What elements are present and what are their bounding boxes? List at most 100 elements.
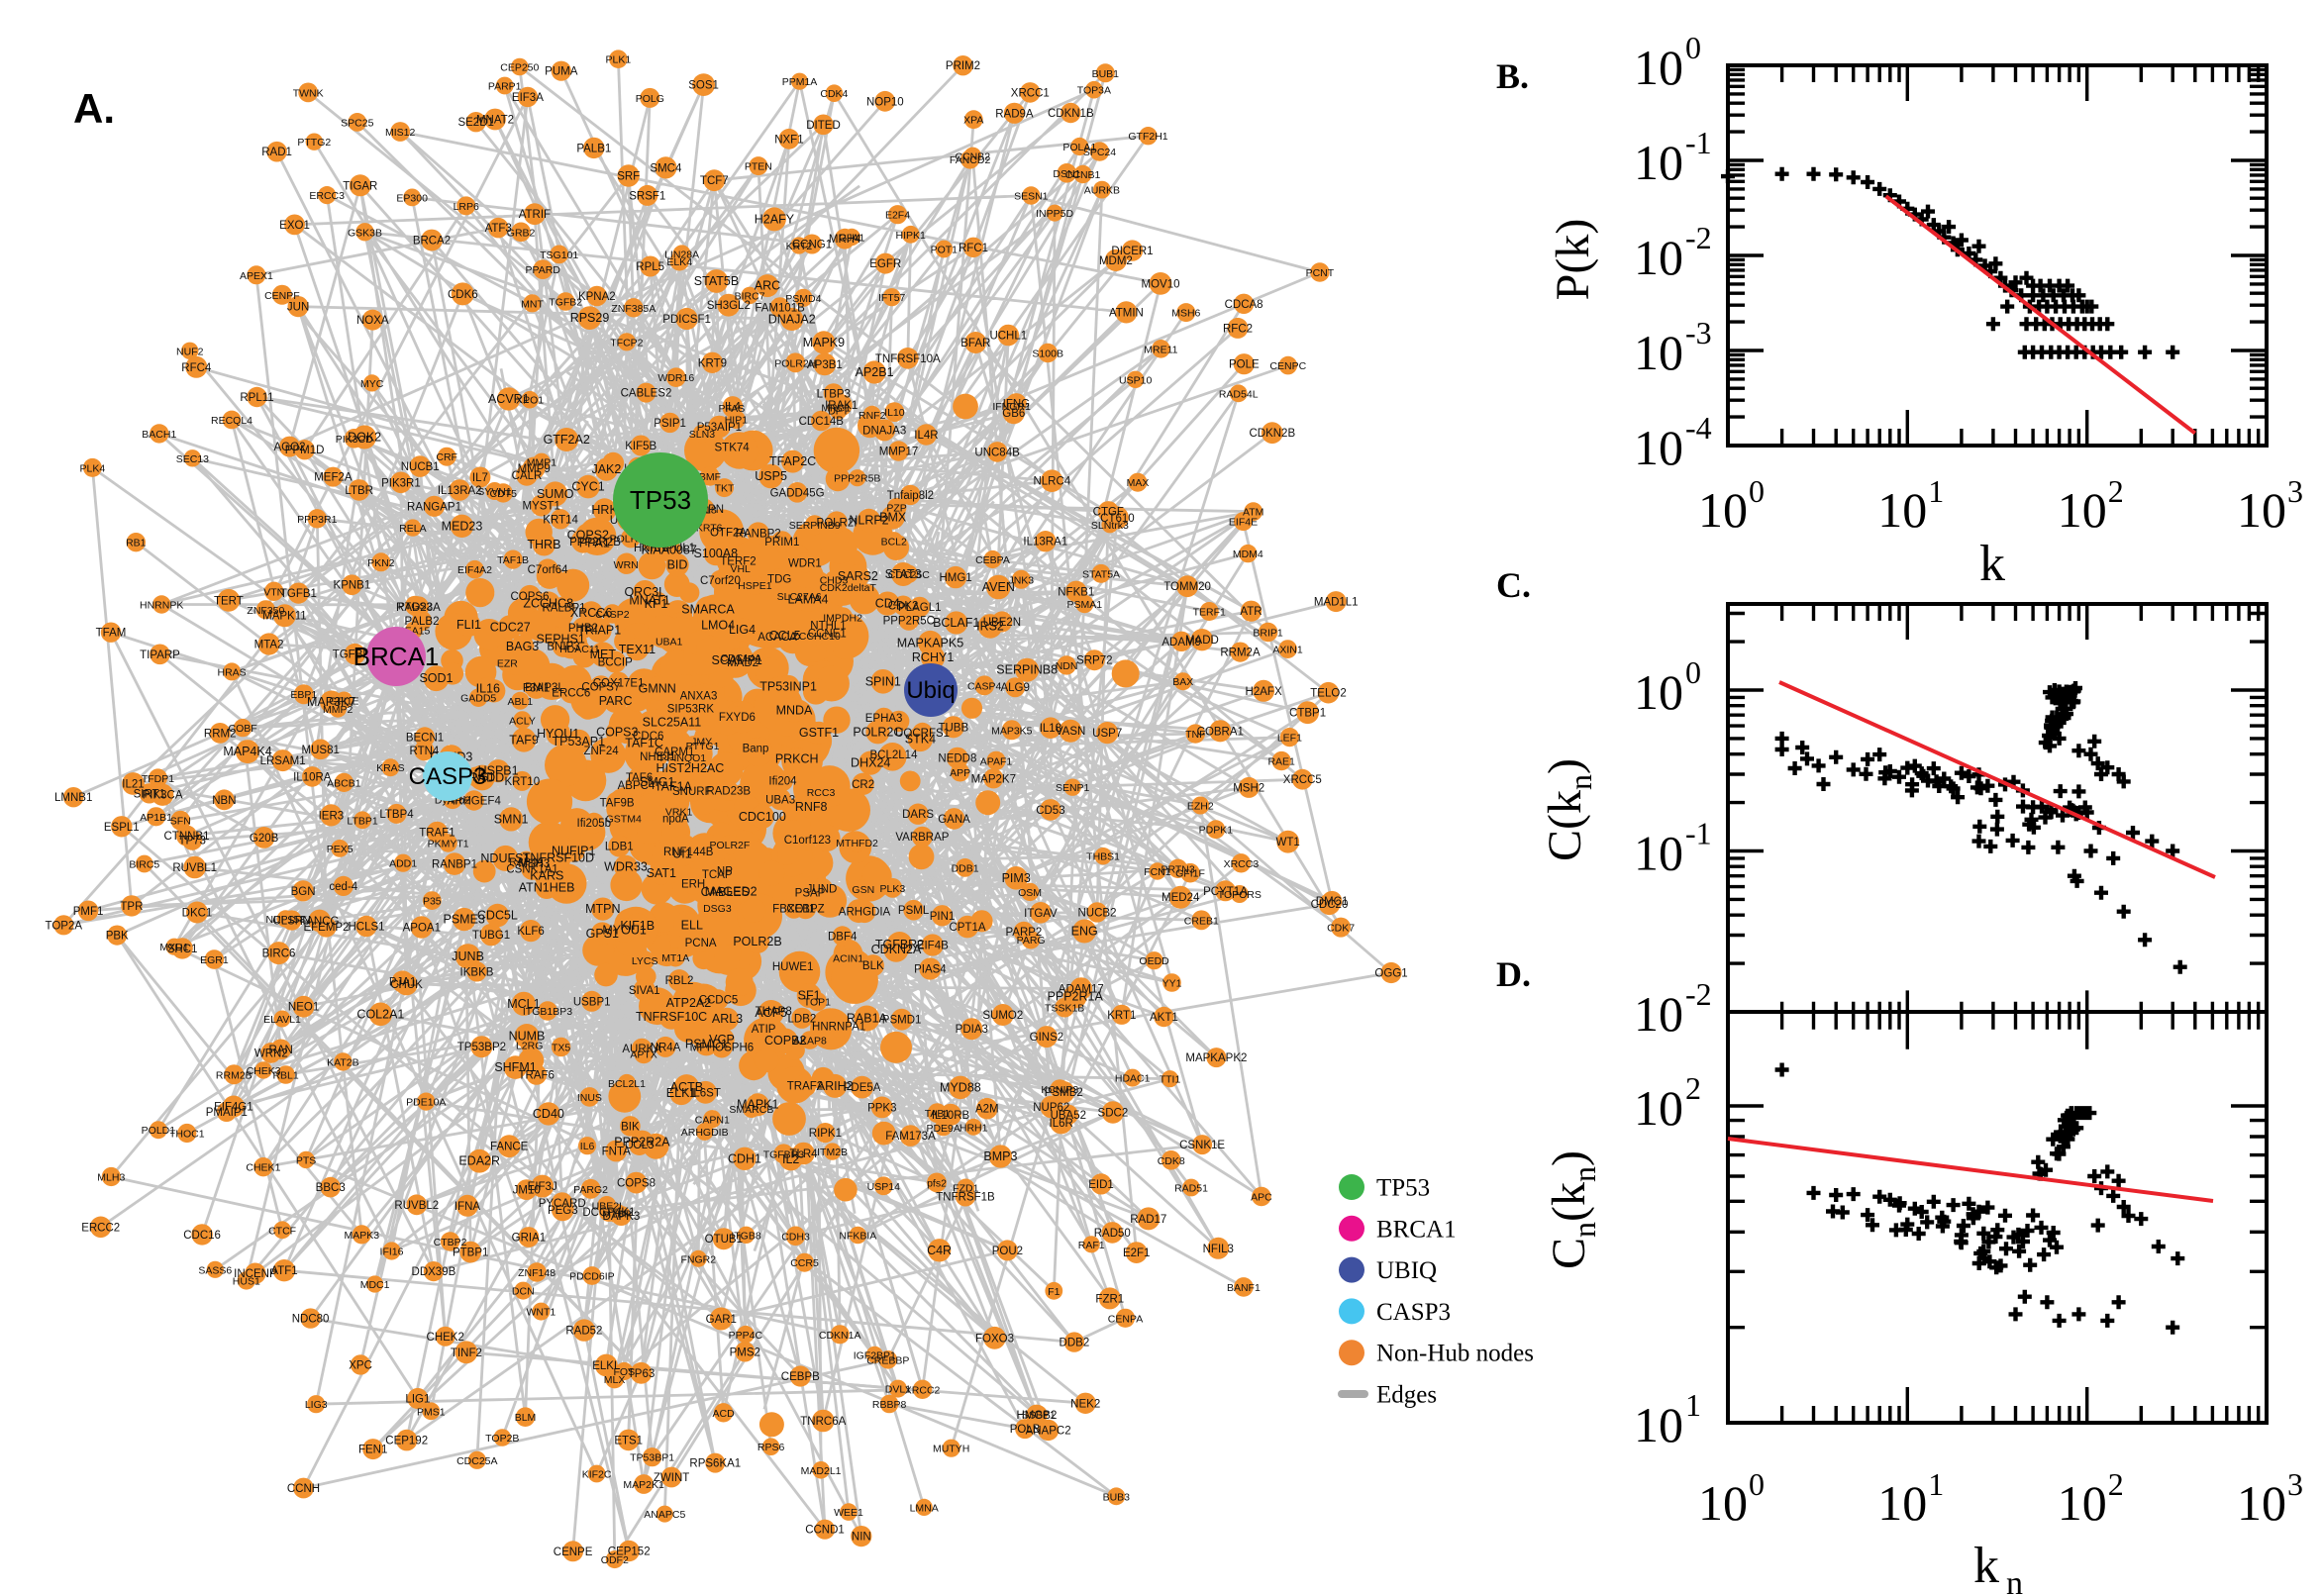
svg-text:MRE11: MRE11 bbox=[1144, 344, 1177, 355]
svg-text:MYD88: MYD88 bbox=[940, 1080, 981, 1094]
svg-text:BGN: BGN bbox=[291, 886, 316, 898]
svg-text:SAT1: SAT1 bbox=[647, 866, 676, 880]
svg-text:NOP10: NOP10 bbox=[866, 96, 904, 108]
svg-text:MAP4K4: MAP4K4 bbox=[223, 745, 271, 758]
svg-text:HMGB2: HMGB2 bbox=[1016, 1410, 1057, 1422]
svg-text:WRN2: WRN2 bbox=[254, 1047, 288, 1059]
svg-text:TSSK1B: TSSK1B bbox=[1045, 1003, 1084, 1015]
svg-text:PSIP1: PSIP1 bbox=[654, 418, 686, 430]
svg-text:LIG4: LIG4 bbox=[729, 623, 756, 637]
svg-text:PPP2R2B: PPP2R2B bbox=[569, 537, 621, 549]
svg-text:ACLY: ACLY bbox=[509, 715, 536, 727]
svg-text:FCN1: FCN1 bbox=[1144, 866, 1171, 878]
svg-text:SMN1: SMN1 bbox=[494, 812, 529, 826]
svg-text:KRT14: KRT14 bbox=[543, 514, 578, 526]
svg-text:LTBP1: LTBP1 bbox=[347, 815, 377, 827]
svg-text:TOMM20: TOMM20 bbox=[1163, 581, 1211, 593]
svg-text:Cn(kn): Cn(kn) bbox=[1543, 1150, 1602, 1269]
svg-text:TP53BP2: TP53BP2 bbox=[457, 1042, 506, 1053]
svg-text:MADD: MADD bbox=[1185, 635, 1219, 647]
svg-text:EIF4A2: EIF4A2 bbox=[457, 564, 492, 576]
svg-text:TP63: TP63 bbox=[628, 1368, 656, 1380]
svg-text:LYCS: LYCS bbox=[632, 955, 658, 967]
svg-text:GB6: GB6 bbox=[1002, 408, 1025, 420]
svg-text:OTUB1: OTUB1 bbox=[705, 1234, 743, 1246]
svg-text:PIK3CA: PIK3CA bbox=[143, 790, 183, 802]
svg-text:TOPORS: TOPORS bbox=[1218, 889, 1262, 901]
svg-text:HRK: HRK bbox=[591, 503, 618, 517]
svg-text:PSMD1: PSMD1 bbox=[882, 1015, 922, 1027]
svg-text:CENPF: CENPF bbox=[264, 290, 300, 302]
svg-text:PDE5A: PDE5A bbox=[844, 1082, 881, 1094]
svg-text:TTI1: TTI1 bbox=[1160, 1074, 1181, 1086]
svg-text:COPS6: COPS6 bbox=[511, 591, 550, 603]
svg-text:CD4: CD4 bbox=[875, 597, 900, 611]
svg-text:PMS1: PMS1 bbox=[417, 1406, 446, 1418]
svg-text:SH3GL2: SH3GL2 bbox=[707, 300, 751, 312]
svg-text:CDKN2B: CDKN2B bbox=[1249, 428, 1295, 440]
svg-text:EID1: EID1 bbox=[1088, 1179, 1114, 1191]
svg-text:PALB1: PALB1 bbox=[576, 143, 611, 154]
svg-text:PTGS2: PTGS2 bbox=[398, 601, 433, 613]
svg-text:LRP6: LRP6 bbox=[454, 201, 479, 213]
svg-text:LTBR: LTBR bbox=[345, 485, 373, 497]
svg-text:CEBPB: CEBPB bbox=[781, 1371, 820, 1383]
svg-text:APEX1: APEX1 bbox=[240, 270, 273, 282]
svg-text:PIM3: PIM3 bbox=[1002, 871, 1031, 885]
svg-text:TERF2: TERF2 bbox=[720, 555, 756, 567]
svg-text:NFKBIA: NFKBIA bbox=[839, 1231, 876, 1243]
svg-text:RNF144B: RNF144B bbox=[663, 847, 714, 858]
svg-text:AP3B1: AP3B1 bbox=[807, 359, 843, 371]
svg-text:10: 10 bbox=[1698, 1475, 1748, 1531]
svg-text:TFAM: TFAM bbox=[96, 628, 127, 640]
svg-text:ANAPC5: ANAPC5 bbox=[644, 1509, 685, 1521]
svg-text:NR4A: NR4A bbox=[651, 1042, 681, 1053]
svg-text:ANAPC2: ANAPC2 bbox=[1026, 1425, 1071, 1437]
svg-text:ELKL: ELKL bbox=[592, 1360, 621, 1372]
svg-text:PPARD: PPARD bbox=[525, 264, 560, 276]
svg-text:HRH1: HRH1 bbox=[960, 1122, 988, 1134]
svg-text:UCHL1: UCHL1 bbox=[989, 331, 1027, 343]
svg-text:TOP3A: TOP3A bbox=[1077, 85, 1111, 97]
svg-text:GADD45G: GADD45G bbox=[770, 487, 825, 499]
svg-text:RAD1: RAD1 bbox=[261, 147, 292, 158]
svg-text:NEDD8: NEDD8 bbox=[938, 753, 976, 765]
svg-text:F3A1: F3A1 bbox=[523, 683, 551, 695]
svg-text:RAD17: RAD17 bbox=[1130, 1214, 1166, 1226]
svg-text:BAG3: BAG3 bbox=[506, 640, 539, 653]
svg-text:KRT2: KRT2 bbox=[786, 241, 813, 252]
svg-text:C1orf123: C1orf123 bbox=[784, 835, 831, 847]
svg-text:STK74: STK74 bbox=[715, 443, 751, 454]
svg-text:FANCD2: FANCD2 bbox=[950, 154, 991, 166]
svg-text:PKMYT1: PKMYT1 bbox=[428, 839, 469, 850]
svg-text:ABL1: ABL1 bbox=[507, 696, 533, 708]
svg-text:MEF2A: MEF2A bbox=[314, 472, 353, 484]
svg-text:TUBG1: TUBG1 bbox=[472, 930, 510, 942]
svg-text:RAD9A: RAD9A bbox=[995, 108, 1034, 120]
svg-text:CDC14A: CDC14A bbox=[721, 652, 761, 664]
svg-text:0: 0 bbox=[1685, 30, 1701, 65]
svg-text:APC: APC bbox=[1251, 1192, 1272, 1204]
svg-text:GSTF1: GSTF1 bbox=[799, 726, 839, 740]
svg-text:POLA1: POLA1 bbox=[1062, 142, 1096, 153]
svg-text:ETS1: ETS1 bbox=[614, 1435, 643, 1446]
svg-text:SIP53RK: SIP53RK bbox=[667, 704, 715, 716]
svg-text:10: 10 bbox=[1634, 420, 1683, 475]
svg-text:SEC13: SEC13 bbox=[176, 453, 209, 465]
svg-text:MDC1: MDC1 bbox=[360, 1279, 390, 1291]
svg-text:ARIH2: ARIH2 bbox=[817, 1079, 854, 1093]
svg-text:CCR5: CCR5 bbox=[790, 1257, 819, 1269]
svg-text:LIG1: LIG1 bbox=[405, 1394, 430, 1406]
svg-text:AP2B1: AP2B1 bbox=[856, 365, 894, 379]
svg-text:SESN1: SESN1 bbox=[1014, 191, 1049, 203]
svg-text:0: 0 bbox=[1685, 654, 1701, 690]
svg-text:3: 3 bbox=[2287, 473, 2303, 509]
svg-text:MMP1: MMP1 bbox=[527, 457, 556, 469]
svg-text:TIGAR: TIGAR bbox=[343, 180, 377, 192]
svg-text:RTN4: RTN4 bbox=[409, 746, 439, 757]
svg-text:10: 10 bbox=[2058, 1475, 2107, 1531]
svg-text:WRN: WRN bbox=[614, 559, 639, 571]
svg-text:PUMA: PUMA bbox=[545, 66, 578, 78]
svg-text:KRT1: KRT1 bbox=[1107, 1010, 1136, 1022]
svg-text:EGFR: EGFR bbox=[869, 258, 901, 270]
